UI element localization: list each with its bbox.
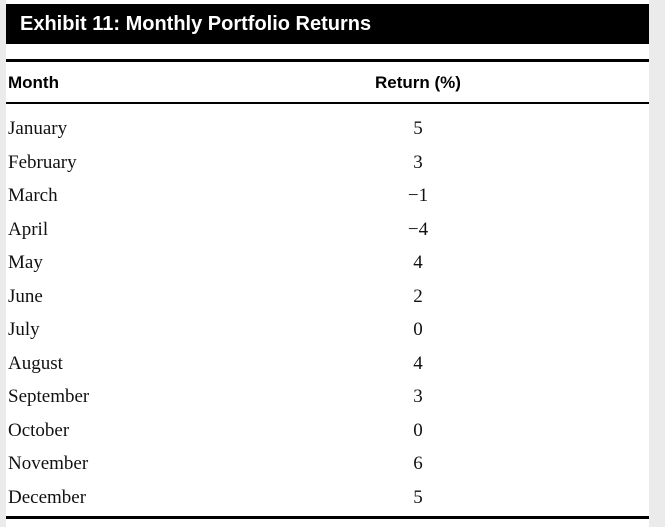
month-cell: February	[8, 151, 77, 173]
month-cell: December	[8, 486, 87, 508]
table-row: June 2	[6, 280, 649, 314]
month-cell: November	[8, 453, 89, 474]
table-row: April −4	[6, 213, 649, 247]
table-header-rule	[6, 102, 649, 104]
table-row: November 6	[6, 447, 649, 481]
return-cell: −4	[407, 218, 429, 240]
return-cell: 4	[413, 352, 423, 374]
month-cell: May	[8, 252, 43, 273]
document-sheet: Exhibit 11: Monthly Portfolio Returns Mo…	[6, 0, 649, 527]
header-month: Month	[8, 73, 59, 92]
month-cell: January	[8, 118, 68, 139]
return-cell: 5	[413, 118, 423, 139]
return-cell: 4	[413, 252, 423, 273]
table-row: September 3	[6, 380, 649, 414]
month-cell: September	[8, 386, 90, 407]
return-cell: 3	[413, 151, 423, 173]
table-row: May 4	[6, 246, 649, 280]
month-cell: April	[8, 218, 49, 240]
month-cell: October	[8, 419, 70, 441]
table-row: March −1	[6, 179, 649, 213]
return-cell: 3	[413, 386, 423, 407]
table-row: January 5	[6, 112, 649, 146]
table-row: July 0	[6, 313, 649, 347]
table-header-row: Month Return (%)	[6, 70, 649, 96]
return-cell: 0	[413, 419, 423, 441]
table-row: October 0	[6, 414, 649, 448]
table-bottom-rule	[6, 516, 649, 519]
return-cell: 5	[413, 486, 423, 508]
header-return: Return (%)	[375, 73, 461, 92]
exhibit-title: Exhibit 11: Monthly Portfolio Returns	[6, 4, 649, 44]
return-cell: 2	[413, 285, 423, 307]
table-row: December 5	[6, 481, 649, 515]
table-body: January 5 February 3 March −1 April −4 M…	[6, 112, 649, 514]
month-cell: August	[8, 352, 63, 374]
month-cell: July	[8, 319, 40, 340]
table-top-rule	[6, 59, 649, 62]
month-cell: March	[8, 185, 58, 206]
return-cell: −1	[407, 185, 429, 206]
month-cell: June	[8, 285, 43, 307]
return-cell: 0	[413, 319, 423, 340]
table-row: February 3	[6, 146, 649, 180]
table-row: August 4	[6, 347, 649, 381]
return-cell: 6	[413, 453, 423, 474]
